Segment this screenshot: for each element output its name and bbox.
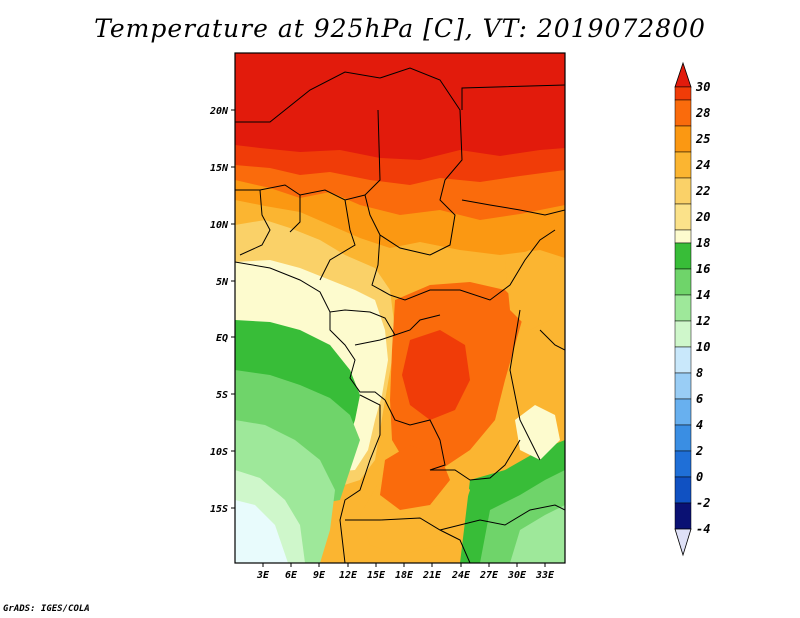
x-tick-label: 18E [395,570,414,581]
colorbar-segment [674,320,692,348]
colorbar-label: 12 [696,314,710,328]
colorbar: 30 28 25 24 22 20 18 16 14 12 10 8 6 4 2… [674,61,710,557]
x-tick-label: 30E [507,570,527,581]
y-tick-label: EQ [216,333,228,344]
colorbar-label: 2 [695,444,703,458]
colorbar-label: 8 [696,366,703,380]
colorbar-segment [674,177,692,205]
colorbar-segment [674,125,692,153]
x-tick-label: 24E [451,570,471,581]
colorbar-label: 30 [695,80,710,94]
colorbar-label: 0 [696,470,703,484]
colorbar-segment [674,268,692,296]
y-tick-label: 5S [216,390,228,401]
y-tick-label: 15N [210,163,229,174]
x-tick-label: 3E [256,570,270,581]
east-highland-18 [515,405,560,460]
colorbar-segment [674,203,692,231]
colorbar-label: 20 [695,210,710,224]
x-tick-label: 6E [285,570,298,581]
sc-25 [380,445,450,510]
y-tick-label: 15S [210,504,228,515]
x-tick-label: 33E [535,570,555,581]
colorbar-label: 22 [695,184,710,198]
colorbar-label: 28 [695,106,710,120]
y-tick-label: 10S [210,447,228,458]
colorbar-segment [674,242,692,270]
colorbar-label: 10 [696,340,710,354]
colorbar-label: 18 [696,236,710,250]
y-tick-label: 10N [210,220,229,231]
y-tick-label: 5N [216,277,229,288]
colorbar-segment [674,424,692,452]
axis-ticks [231,109,546,567]
colorbar-label: 25 [695,132,710,146]
colorbar-segment [674,372,692,400]
y-axis-labels: 20N 15N 10N 5N EQ 5S 10S 15S [209,106,229,515]
colorbar-top-arrow [674,61,692,88]
x-tick-label: 27E [479,570,499,581]
colorbar-label: 6 [696,392,703,406]
colorbar-label: 16 [696,262,710,276]
x-tick-label: 21E [422,570,442,581]
x-tick-label: 12E [339,570,358,581]
x-tick-label: 15E [367,570,386,581]
y-tick-label: 20N [209,106,229,117]
x-axis-labels: 3E 6E 9E 12E 15E 18E 21E 24E 27E 30E 33E [256,570,555,581]
colorbar-label: -2 [696,496,710,510]
hot-core-28 [402,330,470,420]
colorbar-label: 14 [696,288,710,302]
colorbar-segment [674,398,692,426]
colorbar-label: 24 [695,158,710,172]
x-tick-label: 9E [313,570,326,581]
colorbar-segment [674,294,692,322]
colorbar-segment [674,502,692,530]
map-title: Temperature at 925hPa [C], VT: 201907280… [94,14,706,43]
country-borders [235,67,565,563]
field-8 [235,500,288,563]
colorbar-label: 4 [696,418,703,432]
grads-credit: GrADS: IGES/COLA [3,604,90,614]
colorbar-segment [674,99,692,127]
map-frame [234,52,566,564]
colorbar-segment [674,450,692,478]
colorbar-segment [674,346,692,374]
colorbar-segment [674,229,692,244]
colorbar-label: -4 [696,522,710,536]
se-green-12 [510,505,565,563]
colorbar-segment [674,86,692,101]
colorbar-segment [674,151,692,179]
colorbar-segment [674,476,692,504]
colorbar-bottom-arrow [674,528,692,557]
